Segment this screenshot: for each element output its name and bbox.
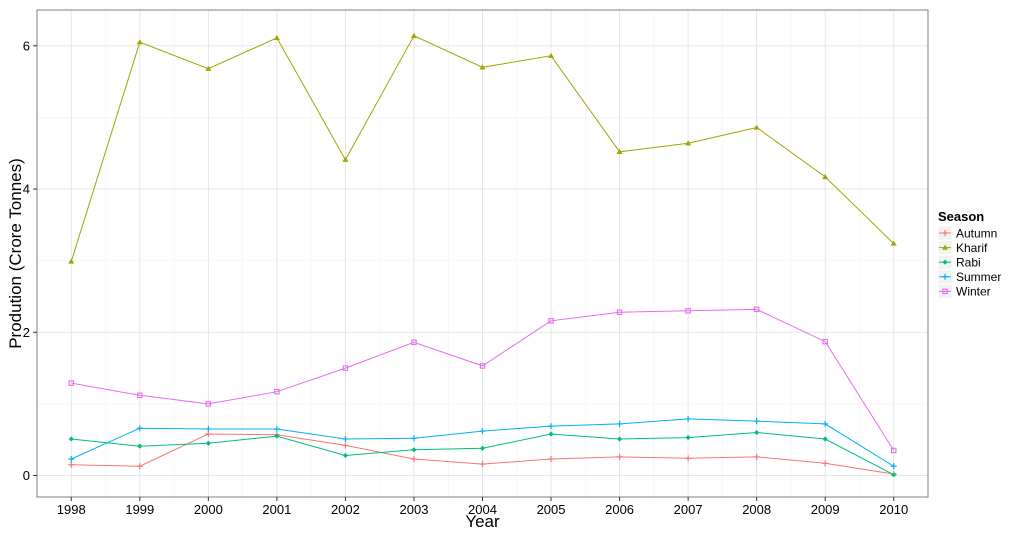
x-tick-label: 2002 <box>331 502 360 517</box>
y-tick-label: 6 <box>23 38 30 53</box>
x-axis-title: Year <box>465 512 500 531</box>
legend-item-winter: Winter <box>938 284 991 298</box>
x-tick-label: 2003 <box>400 502 429 517</box>
legend-label: Rabi <box>956 256 981 270</box>
legend-label: Kharif <box>956 241 988 255</box>
x-tick-label: 2008 <box>742 502 771 517</box>
legend-item-rabi: Rabi <box>938 255 981 269</box>
x-tick-label: 1999 <box>125 502 154 517</box>
x-tick-label: 2001 <box>262 502 291 517</box>
legend-label: Summer <box>956 270 1001 284</box>
legend-item-kharif: Kharif <box>938 241 988 255</box>
plot-area: 0 2 4 6 1998 1999 2000 2001 2002 2003 2004 2005 2006… <box>23 10 928 517</box>
x-tick-label: 2005 <box>537 502 566 517</box>
legend-label: Winter <box>956 285 991 299</box>
x-tick-label: 2009 <box>811 502 840 517</box>
x-tick-label: 2010 <box>879 502 908 517</box>
y-axis-title: Prodution (Crore Tonnes) <box>6 158 25 349</box>
x-tick-label: 2007 <box>674 502 703 517</box>
y-tick-label: 0 <box>23 468 30 483</box>
legend-item-summer: Summer <box>938 270 1001 284</box>
legend-title: Season <box>938 209 984 224</box>
legend-label: Autumn <box>956 226 997 240</box>
legend-item-autumn: Autumn <box>938 226 997 240</box>
x-tick-label: 2000 <box>194 502 223 517</box>
x-tick-label: 1998 <box>57 502 86 517</box>
x-tick-label: 2006 <box>605 502 634 517</box>
